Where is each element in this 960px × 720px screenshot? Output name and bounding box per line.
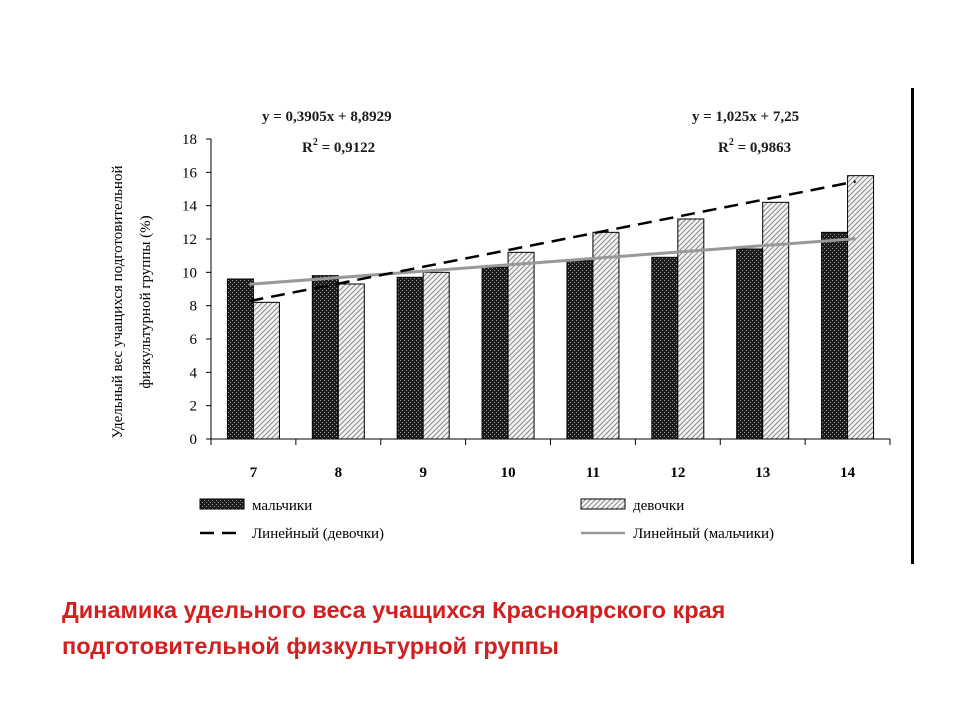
x-tick-label: 10 — [501, 465, 516, 481]
y-axis-label-line1: Удельный вес учащихся подготовительной — [110, 166, 126, 439]
bar-boys — [821, 231, 849, 440]
x-tick-label: 14 — [840, 465, 856, 481]
bar-girls — [592, 231, 620, 440]
bar-girls — [422, 271, 450, 440]
trendline-girls — [249, 180, 856, 303]
bar-girls — [507, 251, 535, 440]
x-tick-label: 11 — [586, 465, 600, 481]
x-tick-label: 8 — [335, 465, 343, 481]
x-tick-label: 12 — [670, 465, 685, 481]
y-tick-label: 2 — [190, 399, 198, 415]
bar-boys — [566, 260, 594, 440]
legend-label-boys: мальчики — [252, 498, 312, 514]
legend-swatch-girls — [580, 498, 626, 510]
bar-girls — [337, 283, 365, 440]
bar-boys — [396, 276, 424, 440]
legend-label-girls-trend: Линейный (девочки) — [252, 526, 384, 542]
bar-boys — [311, 275, 339, 440]
bar-boys — [651, 256, 679, 440]
girls-trend-r2: R2 = 0,9863 — [718, 137, 791, 156]
boys-trend-r2: R2 = 0,9122 — [302, 137, 375, 156]
y-tick-label: 4 — [190, 365, 198, 381]
y-tick-label: 12 — [182, 232, 197, 248]
bar-boys — [736, 248, 764, 440]
bar-girls — [847, 175, 875, 440]
legend-swatch-boys — [199, 498, 245, 510]
bar-girls — [252, 301, 280, 440]
y-tick-label: 0 — [190, 432, 198, 448]
legend-label-boys-trend: Линейный (мальчики) — [633, 526, 774, 542]
x-tick-label: 9 — [419, 465, 427, 481]
x-tick-label: 7 — [250, 465, 258, 481]
bar-boys — [226, 278, 254, 440]
y-tick-label: 10 — [182, 265, 197, 281]
legend-label-girls: девочки — [633, 498, 684, 514]
y-tick-label: 14 — [182, 199, 198, 215]
bar-boys — [481, 266, 509, 440]
x-tick-label: 13 — [755, 465, 770, 481]
bar-girls — [762, 201, 790, 440]
boys-trend-equation: y = 0,3905x + 8,8929 — [262, 109, 392, 125]
y-tick-label: 6 — [190, 332, 198, 348]
girls-trend-equation: y = 1,025x + 7,25 — [692, 109, 799, 125]
y-tick-label: 18 — [182, 132, 197, 148]
y-axis-label-line2: физкультурной группы (%) — [138, 215, 154, 388]
bar-girls — [677, 218, 705, 440]
y-tick-label: 8 — [190, 299, 198, 315]
vertical-divider — [911, 88, 914, 564]
y-tick-label: 16 — [182, 165, 198, 181]
trendline-boys — [249, 237, 856, 286]
slide-caption: Динамика удельного веса учащихся Красноя… — [62, 597, 726, 659]
